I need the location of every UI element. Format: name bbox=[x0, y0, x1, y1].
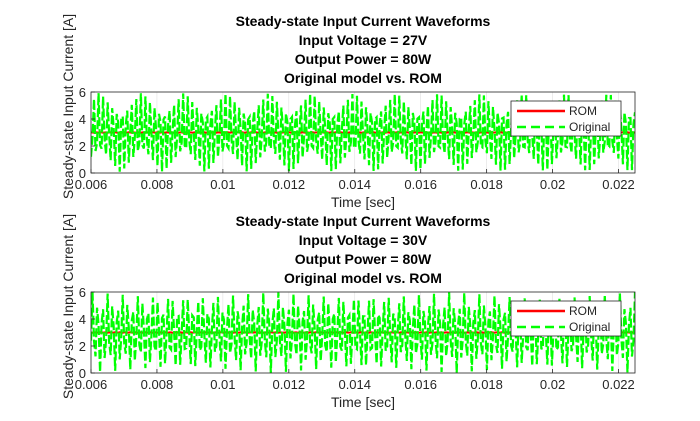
x-tick-label: 0.008 bbox=[141, 177, 174, 192]
y-tick-label: 0 bbox=[79, 366, 86, 381]
axes-box bbox=[90, 91, 636, 174]
x-tick-label: 0.012 bbox=[273, 377, 306, 392]
y-tick-label: 2 bbox=[79, 339, 86, 354]
legend-box bbox=[510, 300, 622, 337]
x-tick-label: 0.016 bbox=[404, 177, 437, 192]
y-tick-label: 2 bbox=[79, 139, 86, 154]
x-tick-label: 0.01 bbox=[210, 377, 235, 392]
x-tick-label: 0.016 bbox=[404, 377, 437, 392]
legend-box bbox=[510, 100, 622, 137]
x-tick-label: 0.01 bbox=[210, 177, 235, 192]
chart-title-line: Output Power = 80W bbox=[295, 51, 432, 67]
x-tick-label: 0.02 bbox=[540, 177, 565, 192]
chart-panel-1: Steady-state Input Current Waveforms Inpu… bbox=[60, 13, 636, 210]
chart-title-line: Original model vs. ROM bbox=[284, 270, 442, 286]
x-tick-label: 0.018 bbox=[470, 177, 503, 192]
y-tick-label: 4 bbox=[79, 112, 86, 127]
y-tick-label: 4 bbox=[79, 312, 86, 327]
x-tick-label: 0.012 bbox=[273, 177, 306, 192]
x-tick-label: 0.022 bbox=[602, 377, 635, 392]
legend-label-rom: ROM bbox=[569, 104, 597, 118]
x-axis-label: Time [sec] bbox=[331, 194, 395, 210]
y-tick-label: 6 bbox=[79, 85, 86, 100]
x-tick-label: 0.018 bbox=[470, 377, 503, 392]
x-tick-label: 0.006 bbox=[75, 177, 108, 192]
chart-title-line: Steady-state Input Current Waveforms bbox=[236, 213, 491, 229]
axes-box bbox=[90, 291, 636, 374]
legend-label-rom: ROM bbox=[569, 304, 597, 318]
y-tick-label: 6 bbox=[79, 285, 86, 300]
y-axis-label: Steady-state Input Current [A] bbox=[60, 214, 76, 399]
x-tick-label: 0.014 bbox=[338, 177, 371, 192]
legend-label-original: Original bbox=[569, 120, 610, 134]
chart-title-line: Input Voltage = 27V bbox=[299, 32, 428, 48]
y-axis-label: Steady-state Input Current [A] bbox=[60, 14, 76, 199]
series-line-original bbox=[91, 292, 635, 373]
chart-title-line: Original model vs. ROM bbox=[284, 70, 442, 86]
chart-title-line: Input Voltage = 30V bbox=[299, 232, 428, 248]
x-axis-label: Time [sec] bbox=[331, 394, 395, 410]
y-tick-label: 0 bbox=[79, 166, 86, 181]
chart-title-line: Output Power = 80W bbox=[295, 251, 432, 267]
x-tick-label: 0.006 bbox=[75, 377, 108, 392]
legend: ROM Original bbox=[510, 300, 622, 337]
x-tick-label: 0.02 bbox=[540, 377, 565, 392]
chart-title-line: Steady-state Input Current Waveforms bbox=[236, 13, 491, 29]
chart-panel-2: Steady-state Input Current Waveforms Inpu… bbox=[60, 213, 636, 410]
legend-label-original: Original bbox=[569, 320, 610, 334]
x-tick-label: 0.022 bbox=[602, 177, 635, 192]
x-tick-label: 0.008 bbox=[141, 377, 174, 392]
x-tick-label: 0.014 bbox=[338, 377, 371, 392]
legend: ROM Original bbox=[510, 100, 622, 137]
